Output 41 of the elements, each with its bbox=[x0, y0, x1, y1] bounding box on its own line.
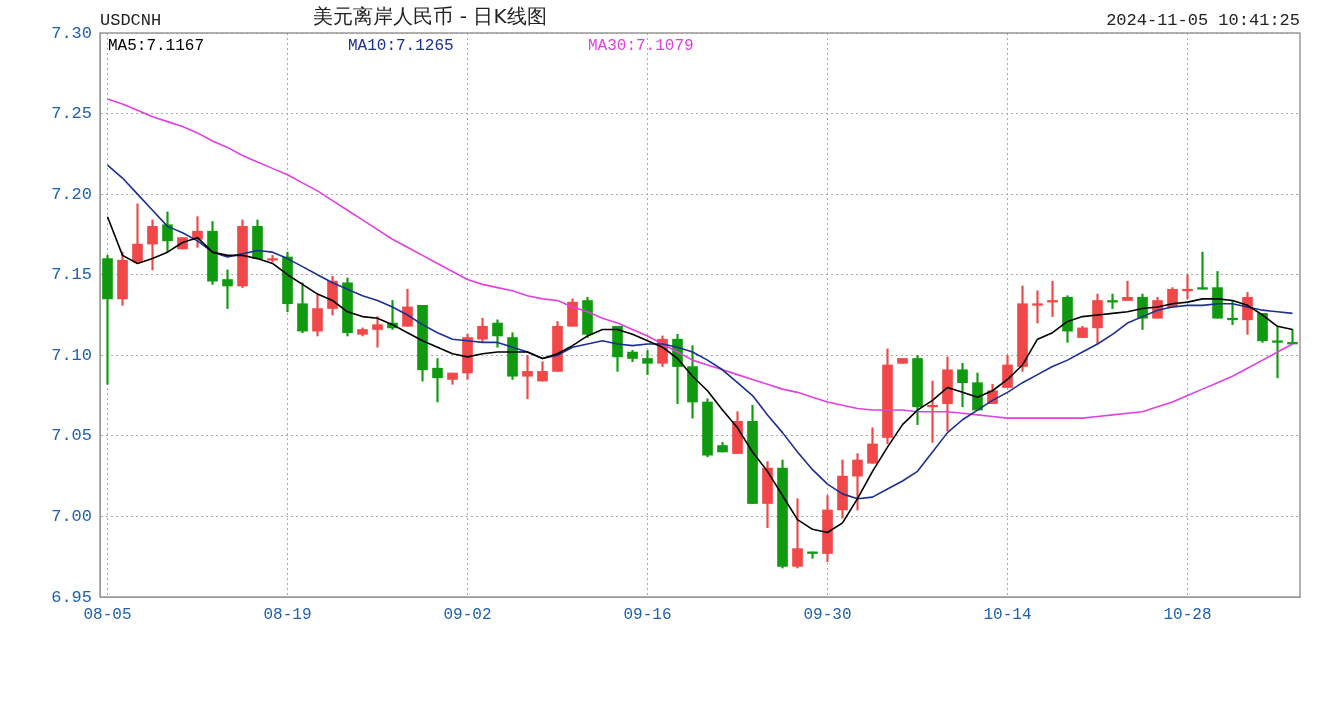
text: 2024-11-05 10:41:25 bbox=[1106, 10, 1300, 30]
candlestick bbox=[132, 203, 143, 263]
candlestick bbox=[1122, 280, 1133, 301]
candlestick bbox=[1047, 280, 1058, 317]
candlestick bbox=[807, 551, 818, 559]
candlestick bbox=[372, 316, 383, 348]
y-tick-label: 7.30 bbox=[51, 23, 92, 43]
candlestick bbox=[1107, 293, 1118, 309]
candlestick bbox=[642, 350, 653, 375]
candlestick bbox=[432, 358, 443, 403]
x-tick-label: 09-30 bbox=[803, 605, 852, 624]
y-tick-label: 7.10 bbox=[51, 345, 92, 365]
x-tick-label: 09-02 bbox=[443, 605, 492, 624]
text: MA30:7.1079 bbox=[588, 37, 694, 56]
chart-title: 美元离岸人民币 - 日K线图 bbox=[313, 4, 547, 29]
candlestick bbox=[102, 255, 113, 385]
candlestick bbox=[1182, 274, 1193, 300]
candlestick bbox=[222, 269, 233, 309]
x-tick-label: 09-16 bbox=[623, 605, 672, 624]
x-tick-label: 10-28 bbox=[1163, 605, 1212, 624]
y-tick-label: 7.25 bbox=[51, 104, 92, 124]
y-tick-label: 7.00 bbox=[51, 506, 92, 526]
candlestick bbox=[1227, 300, 1238, 325]
y-tick-label: 6.95 bbox=[51, 587, 92, 607]
candlestick bbox=[792, 498, 803, 569]
y-tick-label: 7.15 bbox=[51, 265, 92, 285]
text: MA10:7.1265 bbox=[348, 37, 454, 56]
candlestick bbox=[927, 380, 938, 443]
candlestick bbox=[522, 354, 533, 400]
candlestick bbox=[1197, 251, 1208, 290]
y-tick-label: 7.05 bbox=[51, 426, 92, 446]
candlestick bbox=[852, 453, 863, 511]
candlestick bbox=[1287, 329, 1298, 345]
y-tick-label: 7.20 bbox=[51, 184, 92, 204]
text: MA5:7.1167 bbox=[108, 37, 205, 56]
x-tick-label: 08-05 bbox=[83, 605, 132, 624]
candlestick bbox=[1272, 325, 1283, 379]
x-tick-label: 10-14 bbox=[983, 605, 1032, 624]
candlestick bbox=[1032, 290, 1043, 324]
text: USDCNH bbox=[100, 10, 162, 30]
x-tick-label: 08-19 bbox=[263, 605, 312, 624]
